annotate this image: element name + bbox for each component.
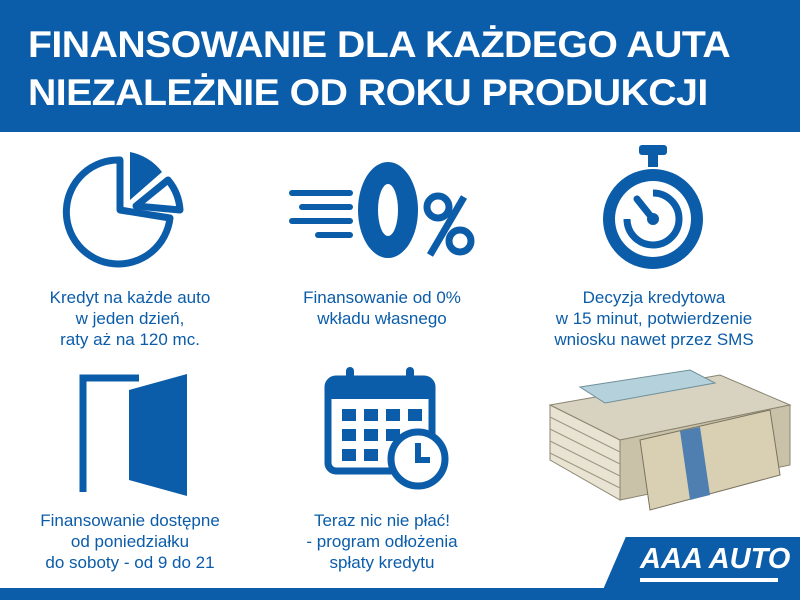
caption-line: Kredyt na każde auto	[49, 288, 211, 307]
door-icon	[79, 374, 187, 496]
feature-hours-caption: Finansowanie dostępne od poniedziałku do…	[10, 510, 250, 573]
banknotes-image	[548, 369, 792, 511]
caption-line: Decyzja kredytowa	[582, 288, 726, 307]
logo-underline	[640, 578, 778, 582]
zero-percent-icon	[289, 162, 475, 258]
logo-background	[602, 537, 800, 592]
caption-line: od poniedziałku	[70, 532, 190, 551]
caption-line: do soboty - od 9 do 21	[45, 553, 215, 572]
caption-line: wkładu własnego	[317, 309, 447, 328]
caption-line: Finansowanie dostępne	[40, 511, 220, 530]
feature-downpayment-caption: Finansowanie od 0% wkładu własnego	[262, 287, 502, 329]
header-banner: FINANSOWANIE DLA KAŻDEGO AUTA NIEZALEŻNI…	[0, 0, 800, 132]
caption-line: wniosku nawet przez SMS	[554, 330, 754, 349]
feature-credit-caption: Kredyt na każde auto w jeden dzień, raty…	[10, 287, 250, 350]
caption-line: Finansowanie od 0%	[303, 288, 461, 307]
caption-line: - program odłożenia	[306, 532, 458, 551]
footer-band	[0, 588, 800, 600]
pie-chart-icon	[62, 152, 184, 268]
feature-deferral-caption: Teraz nic nie płać! - program odłożenia …	[262, 510, 502, 573]
stopwatch-icon	[603, 145, 703, 269]
caption-line: w 15 minut, potwierdzenie	[555, 309, 753, 328]
caption-line: Teraz nic nie płać!	[313, 511, 451, 530]
headline-line-2: NIEZALEŻNIE OD ROKU PRODUKCJI	[28, 72, 708, 113]
calendar-clock-icon	[324, 367, 449, 490]
aaa-auto-logo: AAA AUTO	[640, 543, 791, 575]
caption-line: raty aż na 120 mc.	[60, 330, 200, 349]
caption-line: w jeden dzień,	[75, 309, 185, 328]
caption-line: spłaty kredytu	[329, 553, 435, 572]
feature-decision-caption: Decyzja kredytowa w 15 minut, potwierdze…	[534, 287, 774, 350]
headline-line-1: FINANSOWANIE DLA KAŻDEGO AUTA	[28, 24, 731, 65]
